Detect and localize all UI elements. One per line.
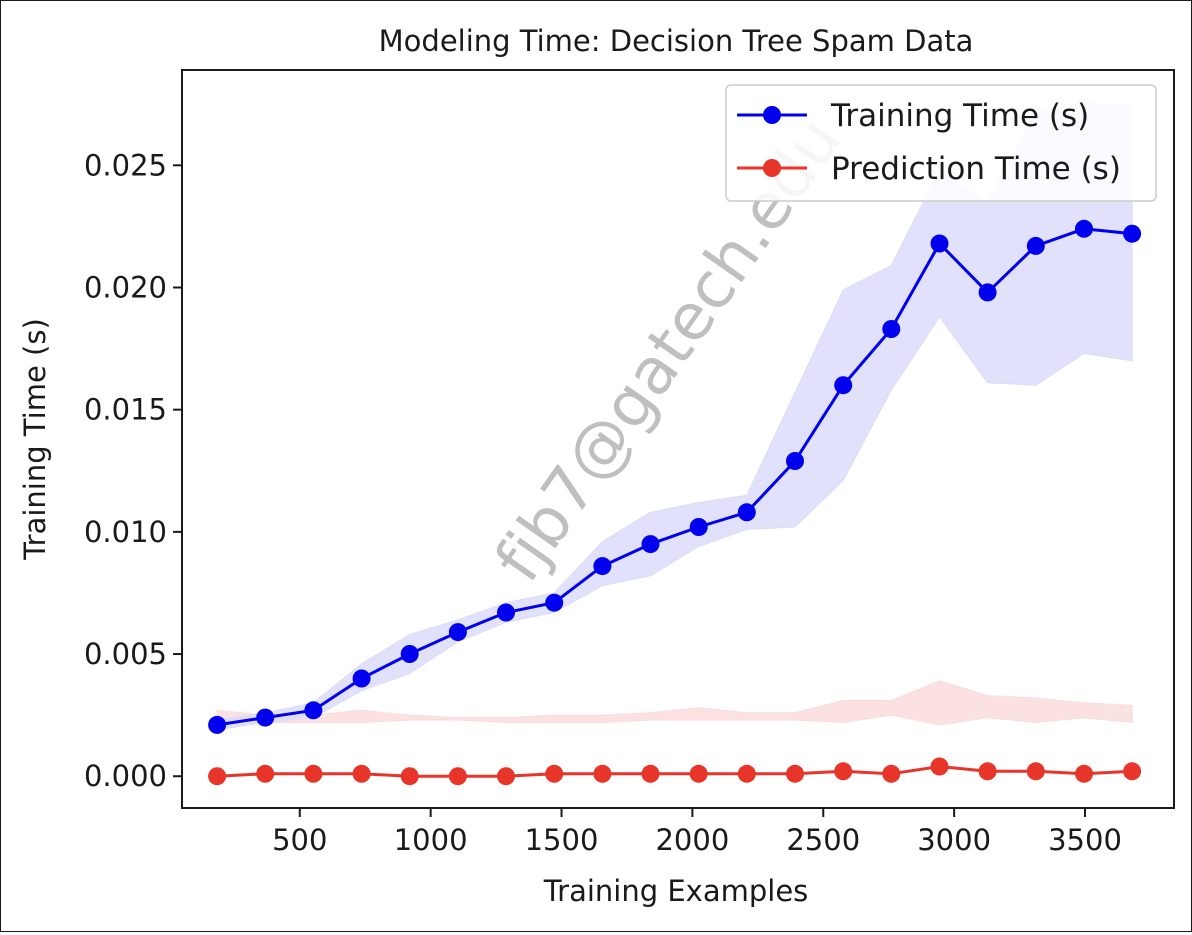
- confidence-bands: [216, 101, 1133, 731]
- training-time-point: [448, 623, 467, 642]
- prediction-time-point: [1026, 762, 1045, 781]
- training-time-point: [930, 234, 949, 253]
- x-tick-label: 2000: [655, 823, 729, 857]
- training-time-point: [593, 557, 612, 576]
- x-tick-label: 3500: [1048, 823, 1122, 857]
- prediction-time-point: [352, 764, 371, 783]
- prediction-time-point: [256, 764, 275, 783]
- y-tick-label: 0.025: [84, 148, 167, 182]
- training-time-point: [1075, 219, 1093, 238]
- x-axis-ticks: 500 1000 1500 2000 2500 3000 3500: [272, 808, 1122, 857]
- x-tick-label: 1000: [394, 823, 468, 857]
- training-time-point: [834, 376, 853, 395]
- prediction-time-point: [497, 767, 515, 786]
- chart-title: Modeling Time: Decision Tree Spam Data: [379, 24, 974, 58]
- y-tick-label: 0.010: [84, 515, 167, 549]
- training-time-point: [352, 669, 371, 688]
- prediction-time-point: [1123, 762, 1142, 781]
- prediction-time-point: [834, 762, 853, 781]
- training-time-point: [1026, 236, 1045, 255]
- training-time-point: [978, 283, 997, 302]
- training-time-point: [304, 701, 323, 720]
- prediction-time-point: [737, 764, 756, 783]
- y-axis-label: Training Time (s): [18, 318, 52, 561]
- y-tick-label: 0.005: [84, 637, 167, 671]
- series-markers: [208, 219, 1142, 786]
- training-time-point: [400, 645, 419, 663]
- y-tick-label: 0.000: [84, 759, 167, 793]
- training-time-point: [1123, 224, 1142, 243]
- prediction-time-point: [786, 764, 804, 783]
- legend-label-training: Training Time (s): [830, 98, 1089, 134]
- x-tick-label: 2500: [786, 823, 860, 857]
- prediction-time-point: [641, 764, 660, 783]
- legend-marker-training: [763, 106, 781, 124]
- y-axis-ticks: 0.000 0.005 0.010 0.015 0.020 0.025: [84, 148, 182, 793]
- x-tick-label: 1500: [525, 823, 599, 857]
- training-time-point: [208, 715, 227, 734]
- prediction-time-point: [593, 764, 612, 783]
- training-time-point: [689, 518, 708, 536]
- prediction-time-point: [1075, 764, 1093, 783]
- training-time-point: [256, 708, 275, 727]
- training-time-point: [545, 593, 564, 612]
- x-axis-label: Training Examples: [543, 874, 809, 908]
- prediction-time-point: [882, 764, 901, 783]
- x-tick-label: 3000: [917, 823, 991, 857]
- legend-marker-prediction: [763, 159, 781, 177]
- prediction-time-point: [689, 764, 708, 783]
- legend: Training Time (s) Prediction Time (s): [725, 84, 1157, 202]
- legend-label-prediction: Prediction Time (s): [831, 151, 1121, 187]
- y-tick-label: 0.020: [84, 270, 167, 304]
- training-time-point: [786, 452, 804, 470]
- prediction-time-band: [216, 680, 1133, 726]
- y-tick-label: 0.015: [84, 393, 167, 427]
- prediction-time-point: [448, 767, 467, 786]
- training-time-point: [737, 503, 756, 522]
- prediction-time-point: [208, 767, 227, 786]
- training-time-band: [216, 101, 1133, 731]
- x-tick-label: 500: [272, 823, 327, 857]
- training-time-point: [882, 320, 901, 338]
- training-time-point: [641, 535, 660, 554]
- prediction-time-point: [978, 762, 997, 781]
- training-time-point: [497, 603, 515, 622]
- prediction-time-point: [545, 764, 564, 783]
- legend-box: [725, 84, 1157, 202]
- prediction-time-point: [304, 764, 323, 783]
- prediction-time-point: [930, 757, 949, 776]
- prediction-time-point: [400, 767, 419, 786]
- axes-frame: [181, 69, 1175, 809]
